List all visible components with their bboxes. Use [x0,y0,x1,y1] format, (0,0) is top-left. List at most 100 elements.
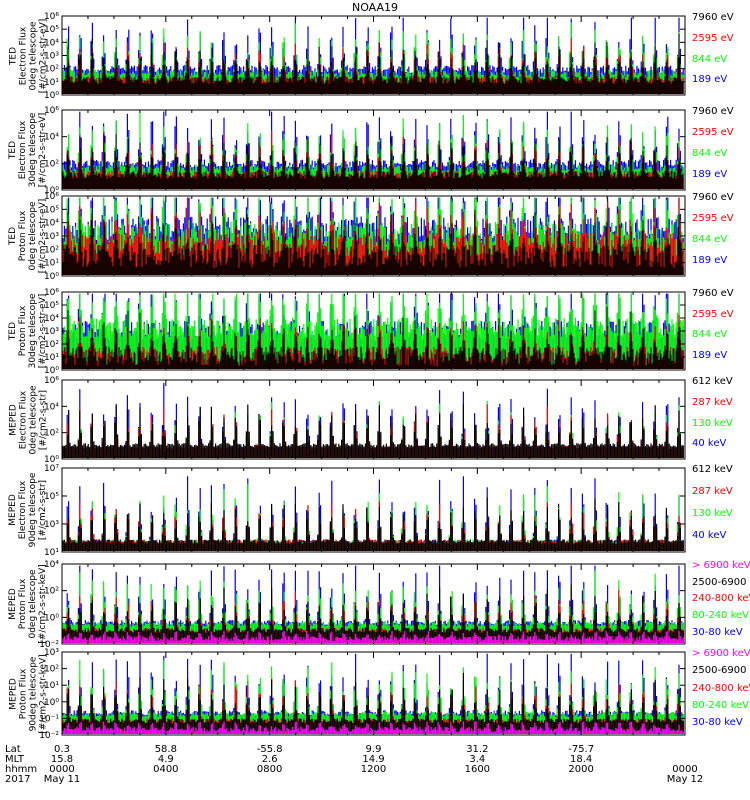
ylabel-line: MEPED [8,588,18,620]
ylabel-line: Proton Flux [18,668,28,719]
y-tick-label: 10⁰ [44,186,59,196]
panel-7: 10⁻² 10⁰ 10² 10⁴ [39,560,686,650]
legend-entry: 844 eV [692,148,728,160]
legend-entry: 30-80 keV [692,717,743,729]
ylabel-line: [#/cm2-s-str-keV] [38,564,48,644]
panel-5: 10⁰ 10² 10⁴ 10⁶ [44,376,686,465]
legend-entry: 189 eV [692,255,728,267]
x-hhmm-value: 1200 [360,764,387,775]
panel-7-ylabel: MEPED Proton Flux 0deg telescope [#/cm2-s-s… [8,564,48,644]
y-tick-label: 10⁻¹ [39,714,59,724]
x-hhmm-value: 0800 [256,764,283,775]
ylabel-line: Electron Flux [18,390,28,449]
series-130-kev [62,483,684,551]
legend-entry: 7960 eV [692,288,734,299]
legend-entry: 844 eV [692,234,728,246]
panel-1: 10⁰ 10¹ 10² 10³ 10⁴ 10⁵ 10⁶ [44,12,686,101]
y-tick-label: 10¹ [44,353,59,363]
y-tick-label: 10⁻² [39,640,59,650]
legend-entry: 7960 eV [692,12,734,23]
y-tick-label: 10¹ [44,548,59,558]
ylabel-line: MEPED [8,677,18,710]
legend-entry: 287 keV [692,486,733,498]
ylabel-line: [#/cm2-s-str-eV] [38,112,48,188]
series-2500-6900 [62,672,684,734]
y-tick-label: 10² [44,340,59,350]
legend-entry: 287 keV [692,396,733,408]
ylabel-line: TED [8,46,18,65]
legend-entry: 40 keV [692,530,727,542]
ylabel-line: 90deg telescope [28,472,38,548]
y-tick-label: 10⁶ [44,376,59,386]
ylabel-line: [#/cm2-s-str-keV] [38,653,48,734]
panel-1-ylabel: TED Electron Flux 0deg telescope [#/cm2-s-s… [8,16,48,95]
x-row-label-year: 2017 [5,774,31,785]
legend-entry: 2500-6900 [692,576,747,588]
ylabel-line: Proton Flux [18,210,28,262]
ylabel-line: [#/cm2-s-str-eV] [38,18,48,93]
legend-entry: 189 eV [692,74,728,86]
legend-entry: > 6900 keV [692,560,750,571]
ylabel-line: 0deg telescope [28,569,38,639]
ylabel-line: MEPED [8,403,18,436]
y-tick-label: 10³ [44,52,59,62]
series-7960-ev [62,209,684,275]
legend-entry: 240-800 keV [692,682,750,694]
legend-entry: 612 keV [692,464,733,475]
ylabel-line: TED [8,321,18,341]
x-lat-value: -55.8 [256,744,283,755]
ylabel-line: Electron Flux [18,26,28,85]
x-lat-value: 9.9 [365,744,382,755]
y-tick-label: 10⁰ [44,698,59,708]
series-40-kev [62,382,684,458]
y-tick-label: 10³ [44,648,59,658]
y-tick-label: 10⁴ [44,133,59,143]
y-tick-label: 10² [44,665,59,675]
panel-8-ylabel: MEPED Proton Flux 90deg telescope [#/cm2-s-… [8,652,48,735]
chart-title: NOAA19 [351,1,399,14]
legend-entry: 30-80 keV [692,626,743,638]
legend-entry: 40 keV [692,438,727,450]
series-612-kev [62,404,684,458]
series-612-kev [62,497,684,551]
x-date-value: May 12 [666,774,704,785]
panel-8: 10⁻² 10⁻¹ 10⁰ 10¹ 10² 10³ [39,648,686,741]
y-tick-label: 10⁵ [44,205,59,215]
y-tick-label: 10² [44,159,59,169]
legend-entry: 2595 eV [692,213,734,225]
y-tick-label: 10¹ [44,259,59,269]
y-tick-label: 10² [44,587,59,597]
y-tick-label: 10⁴ [44,314,59,324]
series-240-800-kev [62,679,684,734]
panel-2-ylabel: TED Electron Flux 30deg telescope [#/cm2-s-… [8,110,48,190]
y-tick-label: 10⁴ [44,219,59,229]
ylabel-line: 0deg telescope [28,384,38,455]
y-tick-label: 10¹ [44,78,59,88]
ylabel-line: TED [8,140,18,160]
series-30-80-kev [62,565,684,643]
ylabel-line: 0deg telescope [28,201,38,271]
y-tick-label: 10² [44,245,59,255]
series-240-800-kev [62,589,684,643]
y-tick-label: 10⁵ [44,301,59,311]
y-tick-label: 10⁰ [44,455,59,465]
x-date-value: May 11 [43,774,81,785]
panel-6-ylabel: MEPED Electron Flux 90deg telescope [#/cm2-… [8,468,48,552]
x-hhmm-value: 0000 [672,764,698,775]
legend-entry: 612 keV [692,376,733,387]
ylabel-line: 30deg telescope [28,293,38,369]
y-tick-label: 10³ [44,327,59,337]
series-80-240-kev [62,570,684,643]
series-287-kev [62,404,684,458]
ylabel-line: 0deg telescope [28,20,38,91]
y-tick-label: 10⁴ [44,560,59,570]
panel-4: 10⁰ 10¹ 10² 10³ 10⁴ 10⁵ 10⁶ [44,288,686,376]
ylabel-line: Electron Flux [18,120,28,180]
y-tick-label: 10³ [44,232,59,242]
y-tick-label: 10⁶ [44,106,59,116]
legend-entry: 844 eV [692,329,728,341]
ylabel-line: [#/cm2-s-str] [38,389,48,450]
y-tick-label: 10⁻² [39,731,59,741]
y-tick-label: 10⁶ [44,12,59,22]
panel-5-ylabel: MEPED Electron Flux 0deg telescope [#/cm2-s… [8,380,48,459]
